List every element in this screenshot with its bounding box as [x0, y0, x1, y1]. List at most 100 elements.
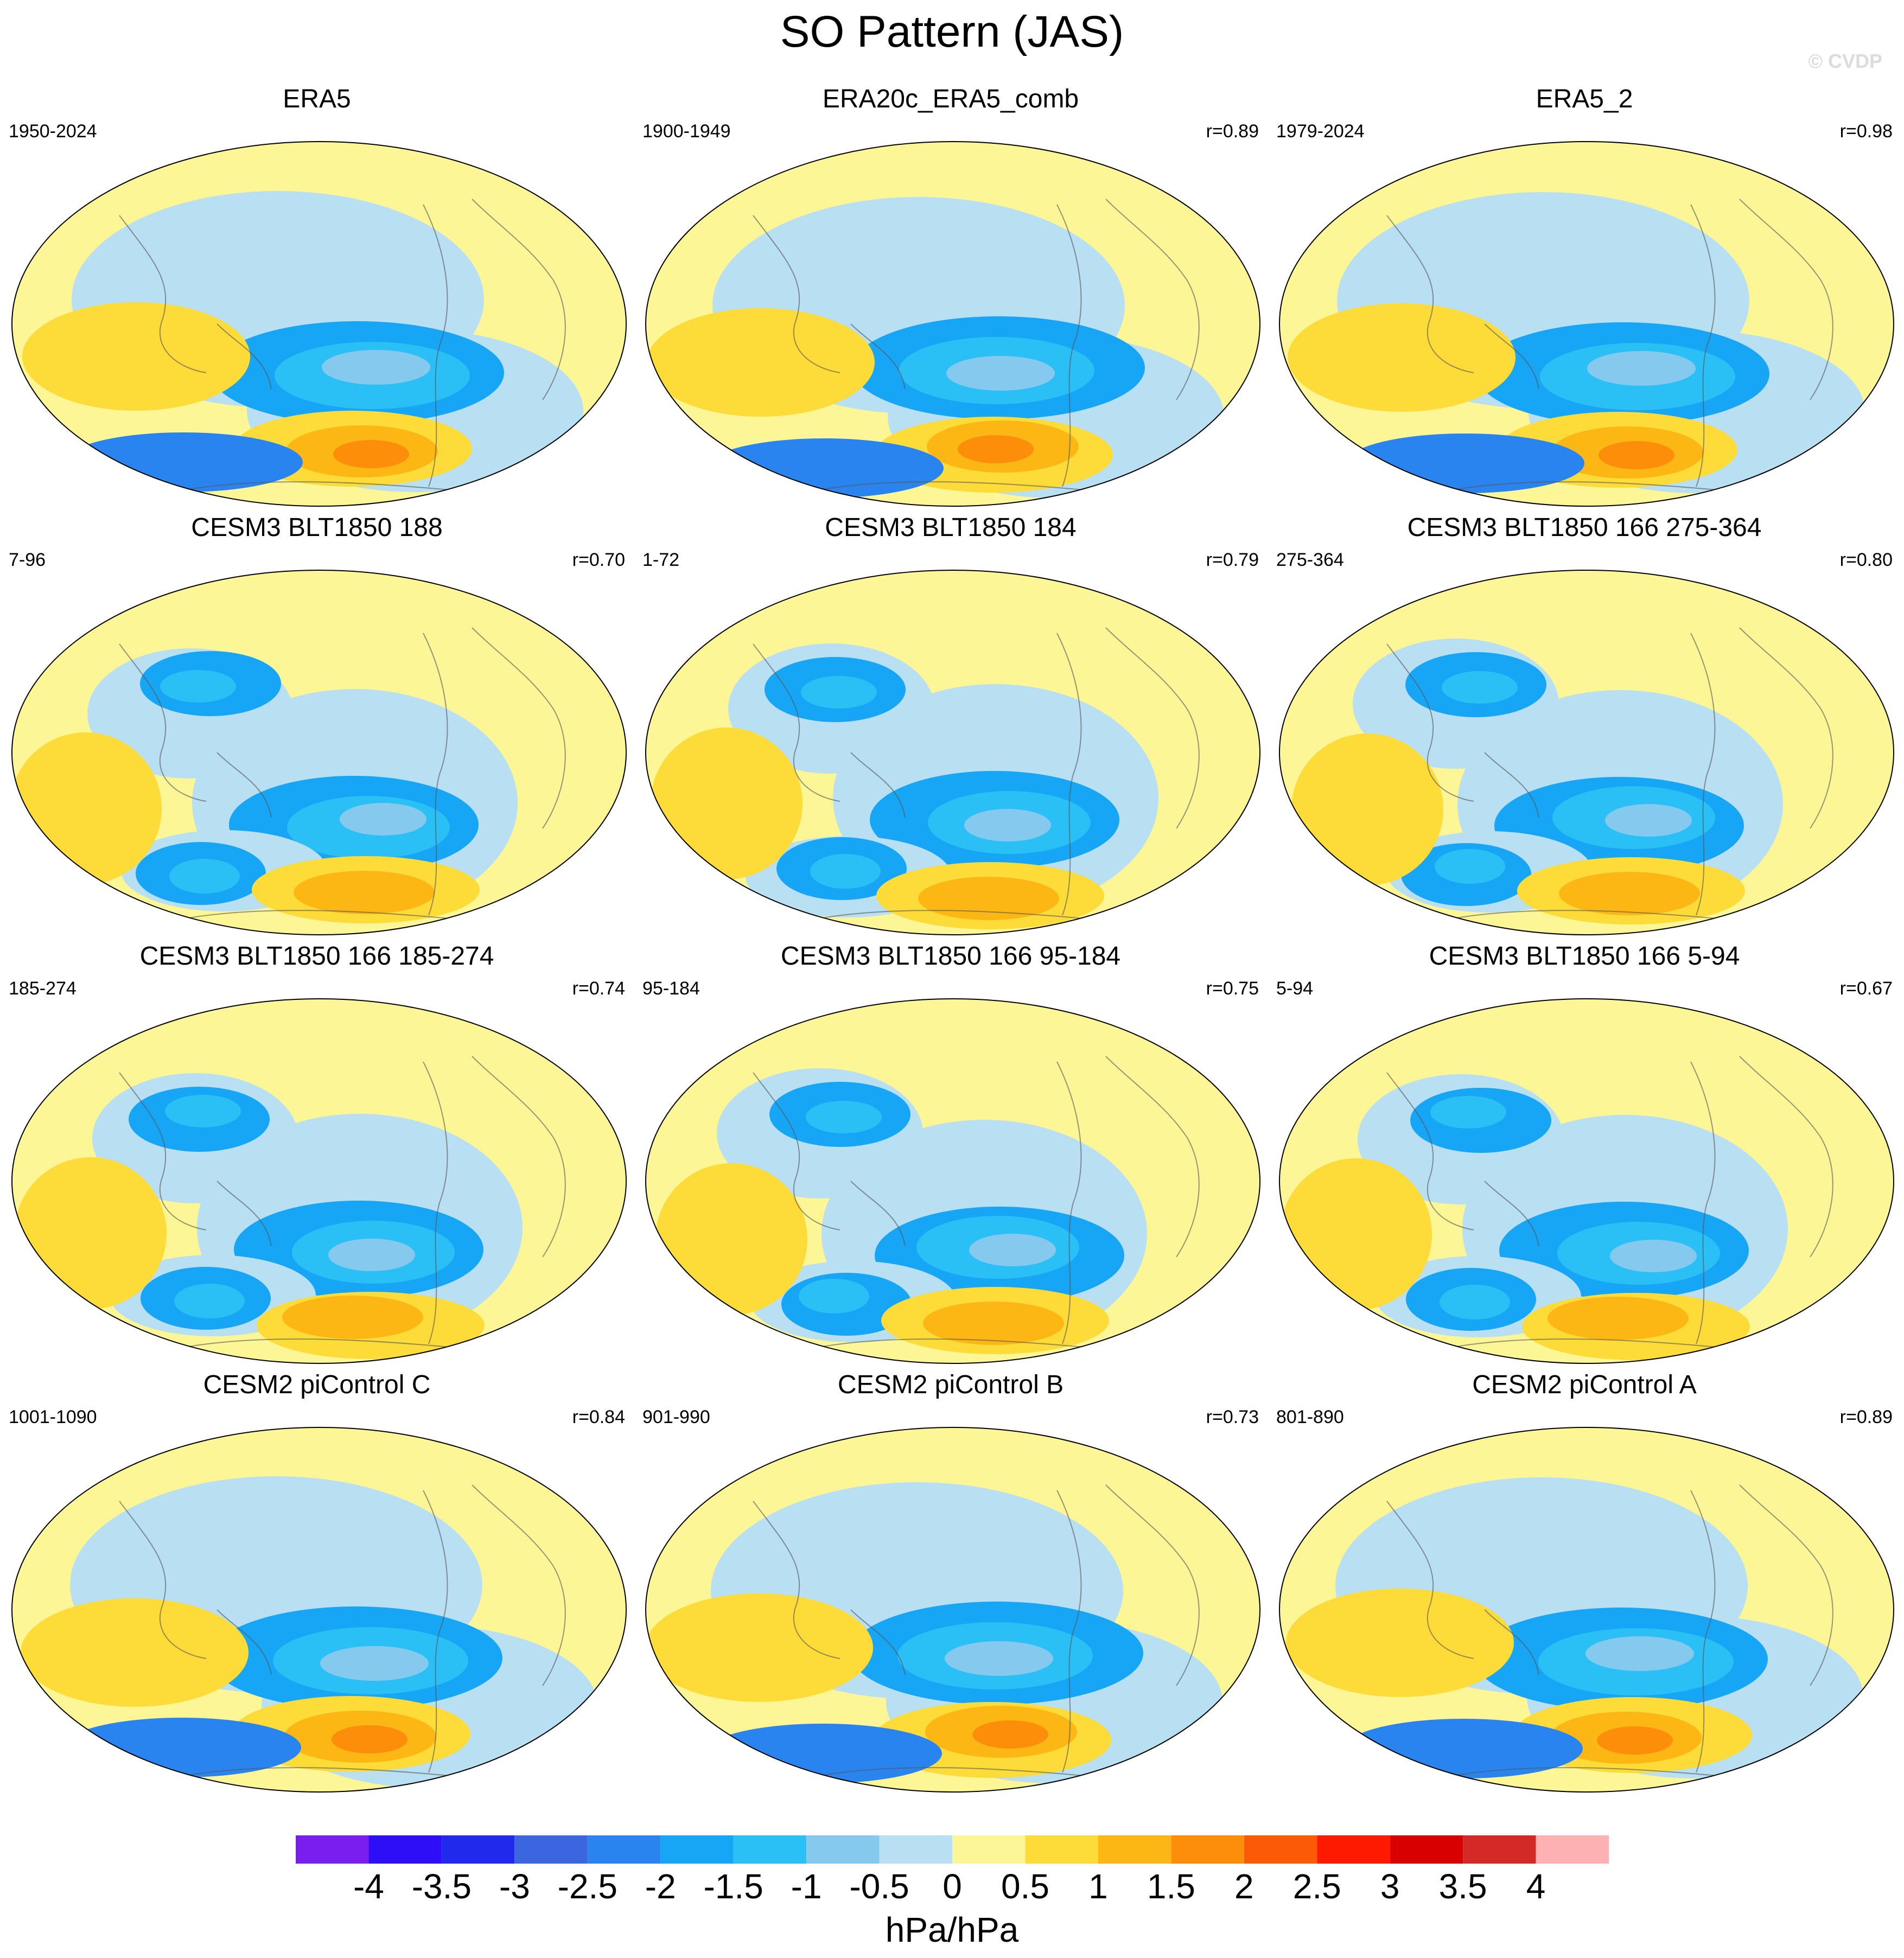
- map-border: [645, 141, 1260, 507]
- robinson-map: [11, 998, 627, 1364]
- colorbar-swatch: [660, 1835, 734, 1864]
- contour-region: [282, 1296, 423, 1339]
- contour-region: [1610, 1240, 1697, 1272]
- robinson-map: [645, 1427, 1260, 1793]
- contour-region: [64, 432, 303, 492]
- contour-region: [651, 728, 803, 879]
- panel-correlation: r=0.73: [1206, 1407, 1259, 1427]
- contour-region: [923, 1302, 1064, 1345]
- coastline: [1386, 199, 1833, 493]
- colorbar-swatch: [587, 1835, 661, 1864]
- colorbar-swatch: [1025, 1835, 1098, 1864]
- coastline: [753, 1056, 1200, 1350]
- map-panel: CESM3 BLT1850 166 95-184 95-184 r=0.75: [636, 941, 1265, 1370]
- contour-region: [160, 670, 236, 703]
- colorbar-swatch: [952, 1835, 1026, 1864]
- robinson-map: [11, 1427, 627, 1793]
- robinson-map: [1279, 1427, 1894, 1793]
- contour-region: [1605, 804, 1692, 837]
- contour-region: [946, 356, 1055, 391]
- contour-region: [647, 308, 875, 417]
- contour-region: [1440, 1285, 1510, 1319]
- colorbar-tick: 1.5: [1147, 1867, 1195, 1906]
- contour-region: [1291, 734, 1443, 885]
- map-panel: CESM3 BLT1850 188 7-96 r=0.70: [2, 513, 632, 941]
- panel-title: ERA20c_ERA5_comb: [822, 85, 1079, 113]
- robinson-map: [1279, 570, 1894, 935]
- map-panel: CESM2 piControl A 801-890 r=0.89: [1270, 1370, 1899, 1798]
- contour-region: [15, 1157, 167, 1309]
- panel-period: 1-72: [642, 550, 680, 570]
- contour-region: [165, 1095, 241, 1127]
- panel-period: 1001-1090: [9, 1407, 97, 1427]
- map-border: [645, 998, 1260, 1364]
- colorbar-tick: 2.5: [1292, 1867, 1341, 1906]
- colorbar-tick-labels: -4 -3.5 -3 -2.5 -2 -1.5 -1 -0.5 0 0.5 1 1.5 2 2.5 3 3.5…: [0, 1866, 1904, 1910]
- contour-region: [810, 854, 881, 889]
- panel-correlation: r=0.75: [1206, 978, 1259, 999]
- map-border: [1279, 141, 1894, 507]
- panel-period: 1979-2024: [1276, 121, 1365, 142]
- colorbar-swatch: [879, 1835, 952, 1864]
- colorbar-tick: 3: [1380, 1867, 1400, 1906]
- contour-region: [169, 859, 240, 894]
- panel-correlation: r=0.74: [572, 978, 625, 999]
- panel-period: 1900-1949: [642, 121, 731, 142]
- map-border: [11, 1427, 627, 1793]
- contour-region: [799, 1279, 869, 1313]
- colorbar-swatch: [368, 1835, 442, 1864]
- robinson-map: [11, 141, 627, 507]
- robinson-map: [645, 141, 1260, 507]
- panel-title: CESM3 BLT1850 184: [825, 513, 1077, 542]
- panel-period: 7-96: [9, 550, 46, 570]
- panel-title: CESM3 BLT1850 166 275-364: [1407, 513, 1762, 542]
- coastline: [119, 199, 566, 493]
- contour-region: [1286, 1589, 1514, 1697]
- contour-region: [969, 1234, 1056, 1266]
- contour-region: [646, 1593, 873, 1702]
- panel-period: 185-274: [9, 978, 77, 999]
- panel-period: 275-364: [1276, 550, 1344, 570]
- map-panel: CESM2 piControl B 901-990 r=0.73: [636, 1370, 1265, 1798]
- contour-region: [328, 1239, 415, 1271]
- map-border: [11, 141, 627, 507]
- coastline: [1386, 627, 1833, 921]
- colorbar-tick: -1.5: [703, 1867, 763, 1906]
- panel-title: CESM3 BLT1850 166 185-274: [139, 942, 494, 971]
- panel-period: 5-94: [1276, 978, 1314, 999]
- coastline: [1386, 1056, 1833, 1350]
- panel-correlation: r=0.80: [1839, 550, 1893, 570]
- panel-period: 901-990: [642, 1407, 710, 1427]
- contour-region: [1288, 303, 1515, 412]
- map-panel: ERA20c_ERA5_comb 1900-1949 r=0.89: [636, 84, 1265, 513]
- contour-region: [320, 1646, 429, 1681]
- colorbar-swatch: [806, 1835, 880, 1864]
- colorbar-swatch: [296, 1835, 369, 1864]
- colorbar: [296, 1835, 1609, 1864]
- panel-correlation: r=0.89: [1206, 121, 1259, 142]
- contour-region: [806, 1101, 882, 1133]
- colorbar-tick: -3.5: [411, 1867, 472, 1906]
- robinson-map: [1279, 998, 1894, 1364]
- colorbar-tick: -2: [645, 1867, 676, 1906]
- map-panel: CESM3 BLT1850 166 185-274 185-274 r=0.74: [2, 941, 632, 1370]
- panel-correlation: r=0.79: [1206, 550, 1259, 570]
- colorbar-swatch: [1244, 1835, 1317, 1864]
- panel-correlation: r=0.98: [1839, 121, 1893, 142]
- panel-title: CESM3 BLT1850 166 5-94: [1429, 942, 1740, 971]
- colorbar-tick: -0.5: [849, 1867, 909, 1906]
- panel-correlation: r=0.67: [1839, 978, 1893, 999]
- panel-period: 1950-2024: [9, 121, 97, 142]
- contour-region: [655, 1163, 807, 1315]
- map-panel: CESM2 piControl C 1001-1090 r=0.84: [2, 1370, 632, 1798]
- colorbar-tick: 3.5: [1438, 1867, 1487, 1906]
- coastline: [119, 1056, 566, 1350]
- panel-correlation: r=0.70: [572, 550, 625, 570]
- coastline: [753, 627, 1200, 921]
- colorbar-tick: 0.5: [1001, 1867, 1049, 1906]
- figure-title: SO Pattern (JAS): [780, 7, 1124, 56]
- contour-region: [1430, 1096, 1506, 1128]
- panel-period: 95-184: [642, 978, 700, 999]
- contour-region: [964, 809, 1051, 841]
- contour-region: [1597, 1726, 1673, 1755]
